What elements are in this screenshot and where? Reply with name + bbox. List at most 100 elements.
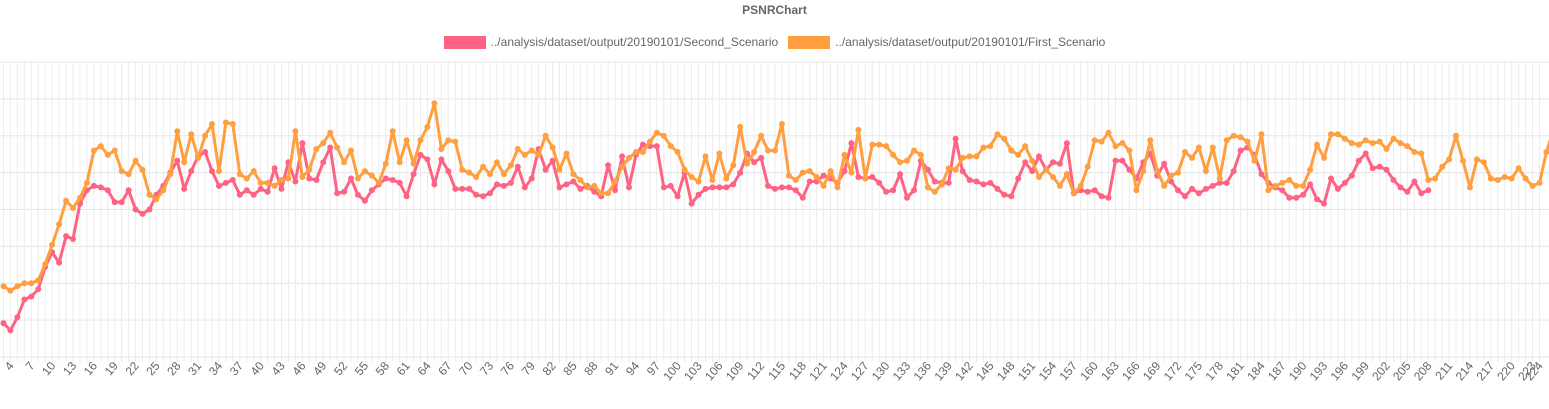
- data-point[interactable]: [987, 179, 994, 186]
- data-point[interactable]: [382, 160, 389, 167]
- data-point[interactable]: [222, 119, 229, 126]
- data-point[interactable]: [855, 174, 862, 180]
- data-point[interactable]: [549, 144, 556, 151]
- data-point[interactable]: [1202, 185, 1209, 192]
- data-point[interactable]: [445, 137, 452, 144]
- data-point[interactable]: [1293, 194, 1300, 201]
- data-point[interactable]: [507, 162, 514, 169]
- data-point[interactable]: [1453, 132, 1459, 139]
- data-point[interactable]: [1036, 153, 1042, 160]
- data-point[interactable]: [160, 187, 167, 194]
- data-point[interactable]: [1189, 185, 1195, 192]
- data-point[interactable]: [730, 181, 737, 188]
- data-point[interactable]: [1126, 147, 1133, 154]
- data-point[interactable]: [493, 181, 500, 188]
- data-point[interactable]: [341, 188, 348, 195]
- data-point[interactable]: [528, 147, 535, 154]
- data-point[interactable]: [924, 184, 931, 191]
- data-point[interactable]: [452, 185, 459, 192]
- data-point[interactable]: [563, 150, 570, 157]
- data-point[interactable]: [1543, 149, 1549, 155]
- data-point[interactable]: [1508, 175, 1515, 182]
- data-point[interactable]: [1244, 138, 1251, 145]
- data-point[interactable]: [334, 144, 341, 151]
- data-point[interactable]: [1001, 191, 1008, 198]
- data-point[interactable]: [806, 178, 813, 185]
- data-point[interactable]: [1279, 179, 1286, 186]
- data-point[interactable]: [945, 179, 952, 186]
- data-point[interactable]: [1189, 154, 1195, 161]
- data-point[interactable]: [118, 199, 125, 206]
- data-point[interactable]: [653, 129, 660, 136]
- data-point[interactable]: [70, 236, 76, 242]
- data-point[interactable]: [1265, 187, 1272, 194]
- data-point[interactable]: [820, 172, 827, 179]
- data-point[interactable]: [1529, 182, 1536, 189]
- data-point[interactable]: [591, 182, 598, 189]
- data-point[interactable]: [1230, 168, 1237, 175]
- data-point[interactable]: [480, 163, 487, 170]
- data-point[interactable]: [848, 140, 855, 147]
- data-point[interactable]: [605, 190, 612, 197]
- data-point[interactable]: [1161, 182, 1168, 189]
- data-point[interactable]: [1154, 168, 1161, 175]
- data-point[interactable]: [361, 168, 368, 175]
- data-point[interactable]: [1300, 182, 1307, 189]
- data-point[interactable]: [49, 241, 56, 248]
- data-point[interactable]: [904, 194, 910, 201]
- data-point[interactable]: [480, 193, 487, 200]
- data-point[interactable]: [660, 132, 667, 139]
- data-point[interactable]: [1084, 188, 1091, 195]
- data-point[interactable]: [21, 296, 28, 303]
- data-point[interactable]: [181, 159, 188, 166]
- data-point[interactable]: [959, 154, 966, 161]
- data-point[interactable]: [1050, 174, 1056, 180]
- data-point[interactable]: [1390, 135, 1397, 142]
- data-point[interactable]: [132, 206, 139, 213]
- data-point[interactable]: [56, 259, 63, 266]
- data-point[interactable]: [174, 128, 181, 135]
- data-point[interactable]: [751, 149, 758, 155]
- data-point[interactable]: [1147, 137, 1154, 144]
- data-point[interactable]: [619, 153, 626, 160]
- data-point[interactable]: [1286, 194, 1293, 201]
- data-point[interactable]: [493, 159, 500, 166]
- data-point[interactable]: [709, 177, 716, 183]
- data-point[interactable]: [487, 190, 493, 197]
- data-point[interactable]: [938, 181, 945, 188]
- data-point[interactable]: [841, 168, 848, 175]
- data-point[interactable]: [584, 184, 591, 191]
- data-point[interactable]: [1105, 129, 1112, 136]
- data-point[interactable]: [229, 177, 236, 183]
- data-point[interactable]: [1515, 165, 1522, 172]
- data-point[interactable]: [403, 193, 410, 200]
- data-point[interactable]: [1008, 147, 1015, 154]
- data-point[interactable]: [1223, 137, 1230, 144]
- data-point[interactable]: [1425, 187, 1432, 194]
- data-point[interactable]: [396, 159, 403, 166]
- data-point[interactable]: [1133, 187, 1140, 194]
- data-point[interactable]: [1043, 166, 1049, 173]
- data-point[interactable]: [354, 191, 361, 198]
- data-point[interactable]: [354, 175, 361, 182]
- data-point[interactable]: [1029, 168, 1036, 175]
- data-point[interactable]: [473, 174, 480, 180]
- data-point[interactable]: [42, 261, 49, 268]
- data-point[interactable]: [674, 193, 681, 200]
- data-point[interactable]: [1223, 179, 1230, 186]
- data-point[interactable]: [438, 156, 445, 163]
- data-point[interactable]: [299, 140, 306, 147]
- data-point[interactable]: [577, 177, 584, 183]
- data-point[interactable]: [1460, 157, 1466, 164]
- data-point[interactable]: [334, 190, 341, 197]
- data-point[interactable]: [1334, 185, 1341, 192]
- data-point[interactable]: [431, 181, 438, 188]
- data-point[interactable]: [1022, 159, 1029, 166]
- data-point[interactable]: [730, 162, 737, 169]
- data-point[interactable]: [973, 153, 980, 160]
- data-point[interactable]: [612, 187, 619, 194]
- data-point[interactable]: [1411, 178, 1418, 185]
- data-point[interactable]: [994, 131, 1001, 138]
- data-point[interactable]: [445, 168, 452, 175]
- data-point[interactable]: [236, 191, 243, 198]
